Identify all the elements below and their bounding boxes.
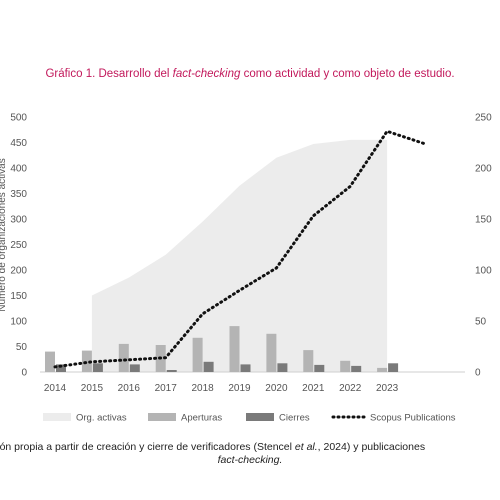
legend-label-aperturas: Aperturas: [181, 413, 222, 424]
area-org-activas: [91, 139, 388, 372]
y-right-tick-100: 100: [475, 266, 492, 277]
area-layer: [40, 139, 465, 373]
caption-emphasis: et al.: [294, 441, 318, 453]
y-left-tick-400: 400: [10, 164, 27, 175]
x-tick-2019: 2019: [228, 383, 251, 394]
bar-aperturas-2021: [303, 350, 314, 372]
caption-text-a: ción propia a partir de creación y cierr…: [0, 441, 295, 453]
y-left-tick-0: 0: [21, 368, 27, 379]
caption-line-2: fact-checking.: [217, 454, 283, 466]
y-right-tick-50: 50: [475, 317, 487, 328]
y-left-tick-250: 250: [10, 240, 27, 251]
bar-aperturas-2015: [81, 350, 92, 372]
chart-title: Gráfico 1. Desarrollo del fact-checking …: [0, 68, 500, 80]
legend-label-scopus-publications: Scopus Publications: [370, 413, 456, 424]
caption-line-1: ción propia a partir de creación y cierr…: [0, 441, 492, 454]
x-tick-2014: 2014: [44, 383, 67, 394]
y-left-tick-150: 150: [10, 291, 27, 302]
bar-aperturas-2019: [229, 326, 240, 372]
bar-cierres-2016: [129, 364, 140, 372]
chart-title-prefix: Gráfico 1. Desarrollo del: [45, 68, 173, 80]
bar-aperturas-2014: [45, 351, 55, 372]
x-tick-2016: 2016: [118, 383, 141, 394]
legend-swatch-aperturas: [148, 413, 176, 421]
y-left-tick-50: 50: [16, 342, 28, 353]
bar-cierres-2014: [56, 364, 66, 372]
y-left-tick-100: 100: [10, 317, 27, 328]
y-axis-label: Número de organizaciones activas: [0, 158, 8, 311]
y-left-tick-450: 450: [10, 138, 27, 149]
ticks-layer: 0 50 100 150 200 250 300 350 400 450 500 0 50 100 150 2…: [0, 113, 492, 395]
bar-cierres-2018: [203, 361, 214, 372]
x-tick-2015: 2015: [81, 383, 104, 394]
chart-title-emphasis: fact-checking: [172, 68, 241, 80]
figure-caption: ción propia a partir de creación y cierr…: [0, 441, 500, 467]
legend-swatch-cierres: [246, 413, 274, 421]
y-right-tick-250: 250: [475, 113, 492, 124]
x-tick-2021: 2021: [302, 383, 325, 394]
y-left-tick-200: 200: [10, 266, 27, 277]
bar-cierres-2021: [314, 364, 325, 372]
y-left-tick-300: 300: [10, 215, 27, 226]
bar-aperturas-2016: [118, 343, 129, 372]
bar-cierres-2022: [351, 365, 362, 372]
y-left-tick-350: 350: [10, 189, 27, 200]
legend: Org. activas Aperturas Cierres Scopus Publi…: [43, 413, 456, 424]
bar-aperturas-2023: [377, 367, 388, 372]
legend-label-org-activas: Org. activas: [76, 413, 127, 424]
caption-text-b: , 2024) y publicaciones: [317, 441, 426, 453]
y-right-tick-150: 150: [475, 215, 492, 226]
y-right-tick-0: 0: [475, 368, 481, 379]
x-tick-2017: 2017: [155, 383, 178, 394]
chart-title-suffix: como actividad y como objeto de estudio.: [240, 68, 455, 80]
legend-swatch-org-activas: [43, 413, 71, 421]
bar-cierres-2019: [240, 364, 251, 372]
x-tick-2020: 2020: [265, 383, 288, 394]
y-left-tick-500: 500: [10, 113, 27, 124]
bar-aperturas-2018: [192, 337, 203, 372]
bar-cierres-2015: [92, 363, 103, 372]
bar-cierres-2017: [166, 370, 177, 372]
x-tick-2023: 2023: [376, 383, 399, 394]
bar-cierres-2023: [388, 363, 399, 372]
x-tick-2022: 2022: [339, 383, 362, 394]
bar-cierres-2020: [277, 363, 288, 372]
line-layer: [53, 129, 426, 369]
line-scopus-publications: [53, 129, 426, 369]
bars-layer: [45, 326, 399, 373]
x-tick-2018: 2018: [191, 383, 214, 394]
y-right-tick-200: 200: [475, 164, 492, 175]
legend-label-cierres: Cierres: [279, 413, 310, 424]
bar-aperturas-2022: [340, 360, 351, 372]
bar-aperturas-2020: [266, 333, 277, 373]
